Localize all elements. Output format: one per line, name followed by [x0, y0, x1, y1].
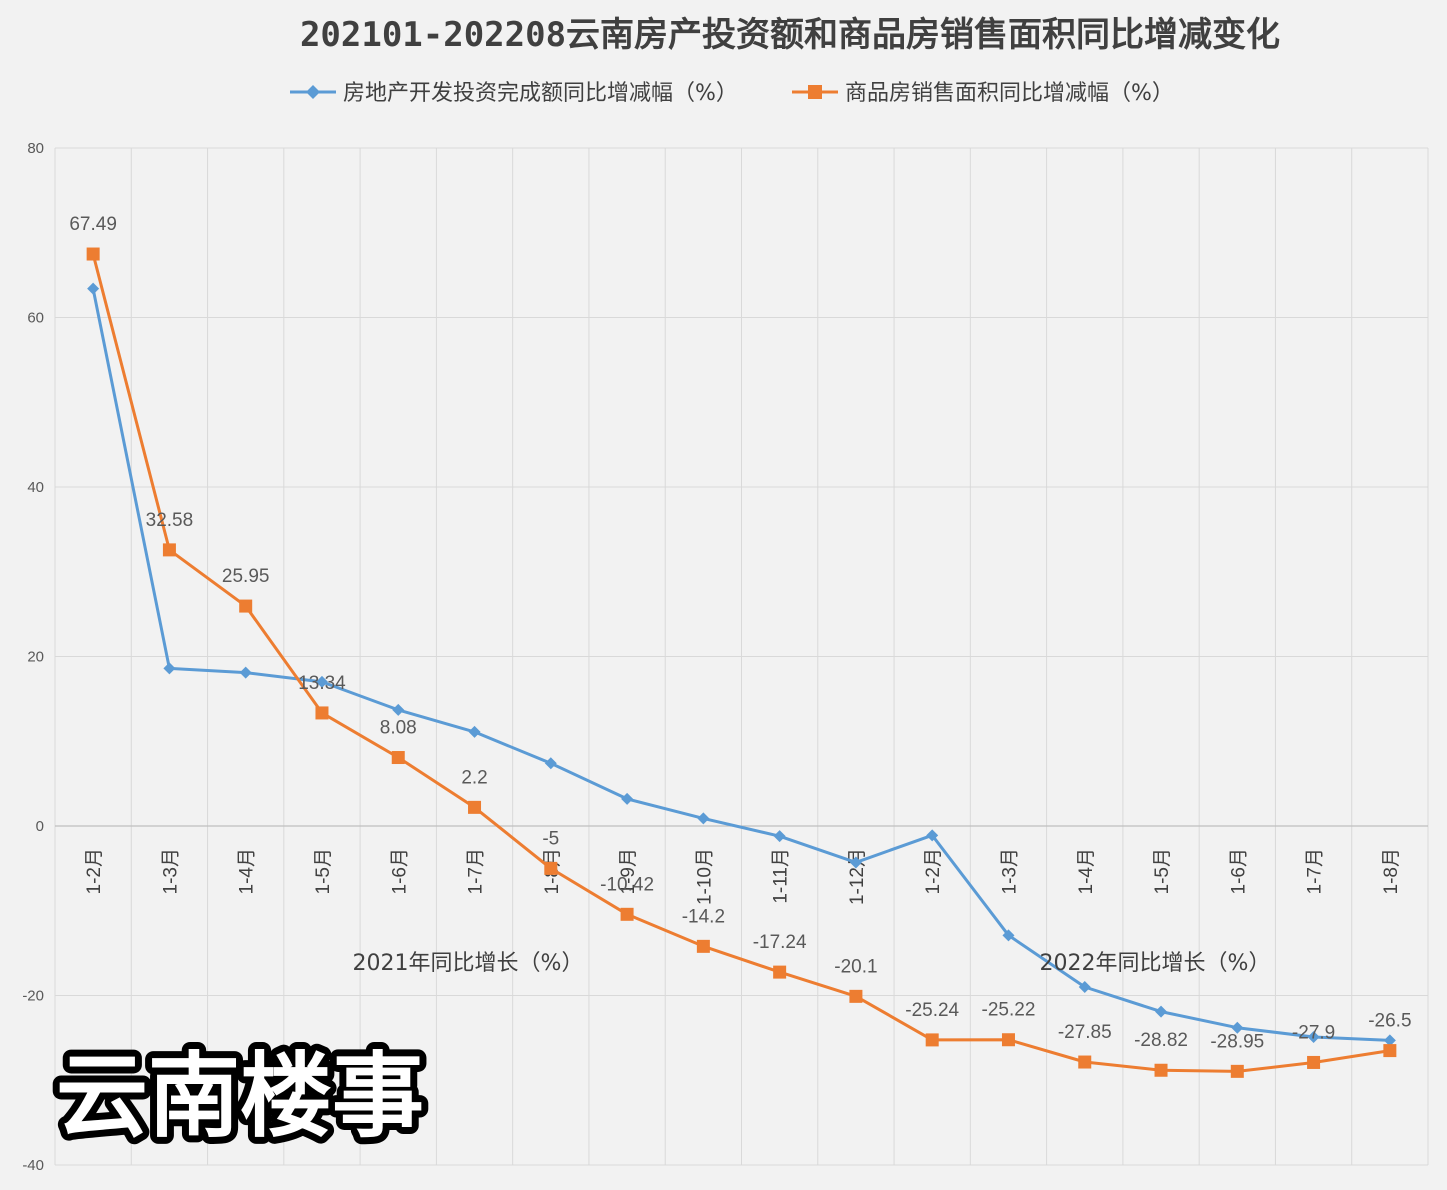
x-tick-label: 1-7月 — [466, 848, 487, 894]
legend-item-sales-area[interactable]: 商品房销售面积同比增减幅（%） — [792, 81, 1174, 106]
data-point-diamond — [1155, 1005, 1168, 1018]
data-point-diamond — [239, 666, 252, 679]
data-point-square — [1001, 1033, 1015, 1047]
data-point-square — [468, 800, 482, 814]
data-point-square — [162, 543, 176, 557]
y-tick-label: -40 — [22, 1157, 44, 1174]
data-label: 32.58 — [146, 510, 194, 531]
data-label: -28.82 — [1134, 1030, 1188, 1051]
data-label: -14.2 — [682, 906, 725, 927]
data-label: 25.95 — [222, 566, 270, 587]
data-point-diamond — [849, 856, 862, 869]
x-tick-label: 1-12月 — [847, 848, 868, 905]
x-tick-label: 1-2月 — [84, 848, 105, 894]
data-label: -17.24 — [753, 932, 807, 953]
data-label: 8.08 — [380, 718, 417, 739]
data-point-square — [391, 751, 405, 765]
series-line-0 — [91, 288, 1390, 1042]
data-label: -25.24 — [905, 1000, 959, 1021]
data-point-diamond — [468, 725, 481, 738]
data-point-diamond — [87, 282, 100, 295]
y-tick-label: 40 — [27, 479, 44, 496]
gridlines — [54, 147, 1429, 1166]
data-label: -20.1 — [834, 956, 877, 977]
x-tick-label: 1-7月 — [1305, 848, 1326, 894]
series-line-1 — [91, 253, 1391, 1073]
data-point-diamond — [315, 675, 328, 688]
data-label: 67.49 — [69, 214, 117, 235]
data-point-diamond — [1383, 1034, 1396, 1047]
y-tick-label: 80 — [27, 140, 44, 157]
data-point-square — [1230, 1064, 1244, 1078]
x-tick-label: 1-5月 — [313, 848, 334, 894]
data-point-diamond — [1078, 981, 1091, 994]
data-label: 2.2 — [461, 767, 487, 788]
data-label: -10.42 — [600, 874, 654, 895]
data-point-square — [315, 706, 329, 720]
x-tick-label: 1-5月 — [1152, 848, 1173, 894]
x-tick-label: 1-9月 — [618, 848, 639, 894]
y-tick-label: 60 — [27, 310, 44, 327]
x-tick-label: 1-3月 — [999, 848, 1020, 894]
x-tick-label: 1-6月 — [389, 848, 410, 894]
x-tick-label: 1-10月 — [694, 848, 715, 905]
data-point-diamond — [392, 703, 405, 716]
data-point-diamond — [926, 829, 939, 842]
data-point-square — [544, 861, 558, 875]
x-tick-label: 1-3月 — [160, 848, 181, 894]
legend-marker-square — [808, 85, 822, 99]
data-point-diamond — [697, 812, 710, 825]
x-tick-label: 1-8月 — [1381, 848, 1402, 894]
chart-title: 202101-202208云南房产投资额和商品房销售面积同比增减变化 — [300, 15, 1280, 55]
axes: -40 -20 0 20 40 60 80 1-2月 1-3月 1-4月 1-5月 1-6月 1-7月 1… — [22, 140, 1428, 1174]
data-point-diamond — [1307, 1031, 1320, 1044]
data-point-diamond — [621, 792, 634, 805]
legend: 房地产开发投资完成额同比增减幅（%） 商品房销售面积同比增减幅（%） — [290, 81, 1174, 106]
y-tick-label: 0 — [36, 818, 44, 835]
data-point-diamond — [544, 757, 557, 770]
series-layer — [86, 247, 1397, 1078]
group-label-2022: 2022年同比增长（%） — [1040, 951, 1271, 976]
watermark-logo: 云南楼事 — [56, 1043, 424, 1150]
y-tick-label: 20 — [27, 649, 44, 666]
data-point-square — [849, 989, 863, 1003]
data-point-diamond — [1002, 929, 1015, 942]
data-labels: 67.49 32.58 25.95 13.34 8.08 2.2 -5 -10.42 -14.2… — [69, 214, 1411, 1052]
data-point-diamond — [1231, 1021, 1244, 1034]
x-tick-label: 1-4月 — [237, 848, 258, 894]
legend-item-investment[interactable]: 房地产开发投资完成额同比增减幅（%） — [290, 81, 738, 106]
data-point-diamond — [773, 830, 786, 843]
group-label-2021: 2021年同比增长（%） — [353, 951, 584, 976]
data-label: -25.22 — [982, 1000, 1036, 1021]
data-label: -26.5 — [1368, 1011, 1411, 1032]
x-tick-label: 1-2月 — [923, 848, 944, 894]
data-point-square — [1307, 1055, 1321, 1069]
data-label: 13.34 — [298, 673, 346, 694]
data-point-square — [773, 965, 787, 979]
data-point-diamond — [163, 662, 176, 675]
data-label: -27.85 — [1058, 1022, 1112, 1043]
data-point-square — [86, 247, 100, 261]
data-point-square — [239, 599, 253, 613]
y-tick-label: -20 — [22, 988, 44, 1005]
data-point-square — [1383, 1044, 1397, 1058]
data-point-square — [696, 939, 710, 953]
x-tick-label: 1-11月 — [771, 848, 792, 904]
data-point-square — [620, 907, 634, 921]
data-label: -27.9 — [1292, 1022, 1335, 1043]
legend-marker-diamond — [306, 85, 320, 99]
data-point-square — [1078, 1055, 1092, 1069]
data-point-square — [1154, 1063, 1168, 1077]
x-tick-label: 1-6月 — [1228, 848, 1249, 894]
data-point-square — [925, 1033, 939, 1047]
legend-label-investment: 房地产开发投资完成额同比增减幅（%） — [343, 81, 738, 106]
x-tick-label: 1-4月 — [1076, 848, 1097, 894]
data-label: -28.95 — [1210, 1031, 1264, 1052]
data-label: -5 — [542, 828, 559, 849]
legend-label-sales-area: 商品房销售面积同比增减幅（%） — [845, 81, 1174, 106]
